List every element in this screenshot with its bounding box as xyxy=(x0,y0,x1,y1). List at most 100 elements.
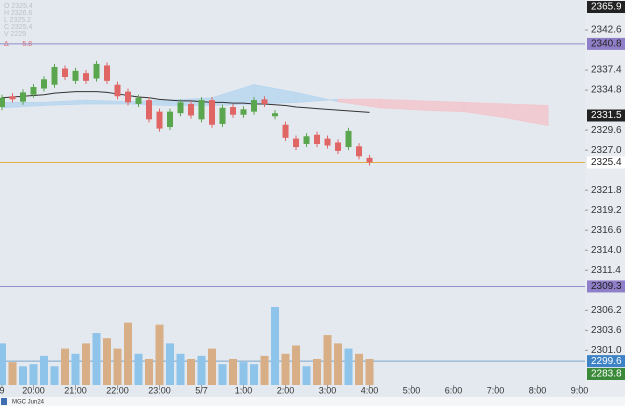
candle-body xyxy=(282,124,289,138)
volume-bar xyxy=(0,343,6,385)
pinned-tag-label: 2365.9 xyxy=(591,2,622,13)
pinned-tag xyxy=(587,368,625,380)
candle-body xyxy=(230,107,237,115)
volume-bar xyxy=(187,359,196,385)
price-tag xyxy=(587,37,625,50)
candle-body xyxy=(19,92,26,102)
x-tick-label: 1:00 xyxy=(235,385,253,395)
candle-body xyxy=(9,96,16,100)
x-tick-label: 20:00 xyxy=(22,385,45,395)
candle-body xyxy=(314,134,321,144)
price-tag xyxy=(587,355,625,368)
x-tick-label: 9 xyxy=(0,385,5,395)
y-tick-label: 2321.8 xyxy=(591,185,622,196)
price-tag-label: 2325.4 xyxy=(591,157,622,168)
candle-body xyxy=(251,100,258,112)
volume-bar xyxy=(271,307,280,385)
volume-bar xyxy=(239,362,248,385)
y-tick-label: 2316.6 xyxy=(591,225,622,236)
y-tick-label: 2319.2 xyxy=(591,205,622,216)
x-tick-label: 2:00 xyxy=(277,385,295,395)
cloud-segment xyxy=(379,98,423,111)
candle-body xyxy=(83,73,90,81)
candle-body xyxy=(261,99,268,104)
y-tick-label: 2303.6 xyxy=(591,325,622,336)
symbol-tab[interactable]: MGC Jun24 xyxy=(12,400,45,406)
candle-body xyxy=(198,100,205,120)
volume-bar xyxy=(92,333,101,385)
y-tick-label: 2314.0 xyxy=(591,245,622,256)
price-tag-label: 2340.8 xyxy=(591,39,622,50)
price-tag-label: 2331.5 xyxy=(591,110,622,121)
volume-bar xyxy=(103,338,112,385)
volume-bar xyxy=(323,335,332,385)
candle-body xyxy=(0,97,5,108)
price-axis xyxy=(585,0,625,397)
x-tick-label: 23:00 xyxy=(148,385,171,395)
candle-body xyxy=(293,138,300,148)
candle-body xyxy=(72,70,79,81)
candle-body xyxy=(167,111,174,128)
volume-bar xyxy=(281,353,290,385)
volume-bar xyxy=(176,353,185,385)
candle-body xyxy=(30,87,37,95)
volume-bar xyxy=(302,366,311,385)
candle-body xyxy=(40,79,47,89)
y-tick-label: 2306.2 xyxy=(591,305,622,316)
candle-body xyxy=(51,66,58,85)
volume-bar xyxy=(155,324,164,385)
candle-body xyxy=(177,102,184,114)
volume-bar xyxy=(71,353,80,385)
x-tick-label: 4:00 xyxy=(361,385,379,395)
candle-body xyxy=(62,68,68,77)
volume-bar xyxy=(208,348,217,385)
y-tick-label: 2327.0 xyxy=(591,145,622,156)
volume-bar xyxy=(166,343,175,385)
volume-bar xyxy=(82,343,91,385)
price-tag xyxy=(587,156,625,169)
volume-bar xyxy=(61,348,69,385)
volume-bar xyxy=(8,362,17,385)
candle-body xyxy=(114,84,121,97)
x-tick-label: 21:00 xyxy=(64,385,87,395)
volume-bar xyxy=(218,364,227,385)
pinned-tag-label: 2283.8 xyxy=(591,369,622,380)
candle-body xyxy=(93,63,100,79)
x-tick-label: 6:00 xyxy=(445,385,463,395)
x-tick-label: 5:00 xyxy=(403,385,421,395)
tab-icon xyxy=(1,398,7,405)
candle-body xyxy=(356,146,363,157)
tab-bar xyxy=(0,397,625,406)
cloud-segment xyxy=(421,100,465,113)
volume-bar xyxy=(124,322,133,385)
volume-bar xyxy=(313,359,322,385)
price-tag xyxy=(587,280,625,293)
x-tick-label: 7:00 xyxy=(487,385,505,395)
volume-bar xyxy=(344,348,353,385)
ohlc-legend: H 2326.6 xyxy=(4,10,33,17)
ohlc-legend: V 2229 xyxy=(4,31,26,38)
volume-bar xyxy=(365,359,374,385)
ohlc-legend: C 2325.4 xyxy=(4,24,33,31)
candle-body xyxy=(209,100,216,125)
candle-body xyxy=(104,65,111,81)
ohlc-legend: L 2325.2 xyxy=(4,17,31,24)
volume-bar xyxy=(250,364,259,385)
volume-bar xyxy=(260,355,269,385)
y-tick-label: 2301.0 xyxy=(591,345,622,356)
volume-bar xyxy=(50,366,59,385)
price-tag xyxy=(587,109,625,122)
candle-body xyxy=(240,109,247,115)
volume-bar xyxy=(113,348,122,385)
x-tick-label: 3:00 xyxy=(319,385,337,395)
volume-bar xyxy=(229,359,238,385)
candle-body xyxy=(324,138,331,146)
candle-body xyxy=(188,103,195,116)
moving-average xyxy=(1,91,370,113)
price-tag-label: 2309.3 xyxy=(591,281,622,292)
x-tick-label: 22:00 xyxy=(106,385,129,395)
volume-bar xyxy=(39,355,48,385)
cloud-segment xyxy=(505,103,549,126)
